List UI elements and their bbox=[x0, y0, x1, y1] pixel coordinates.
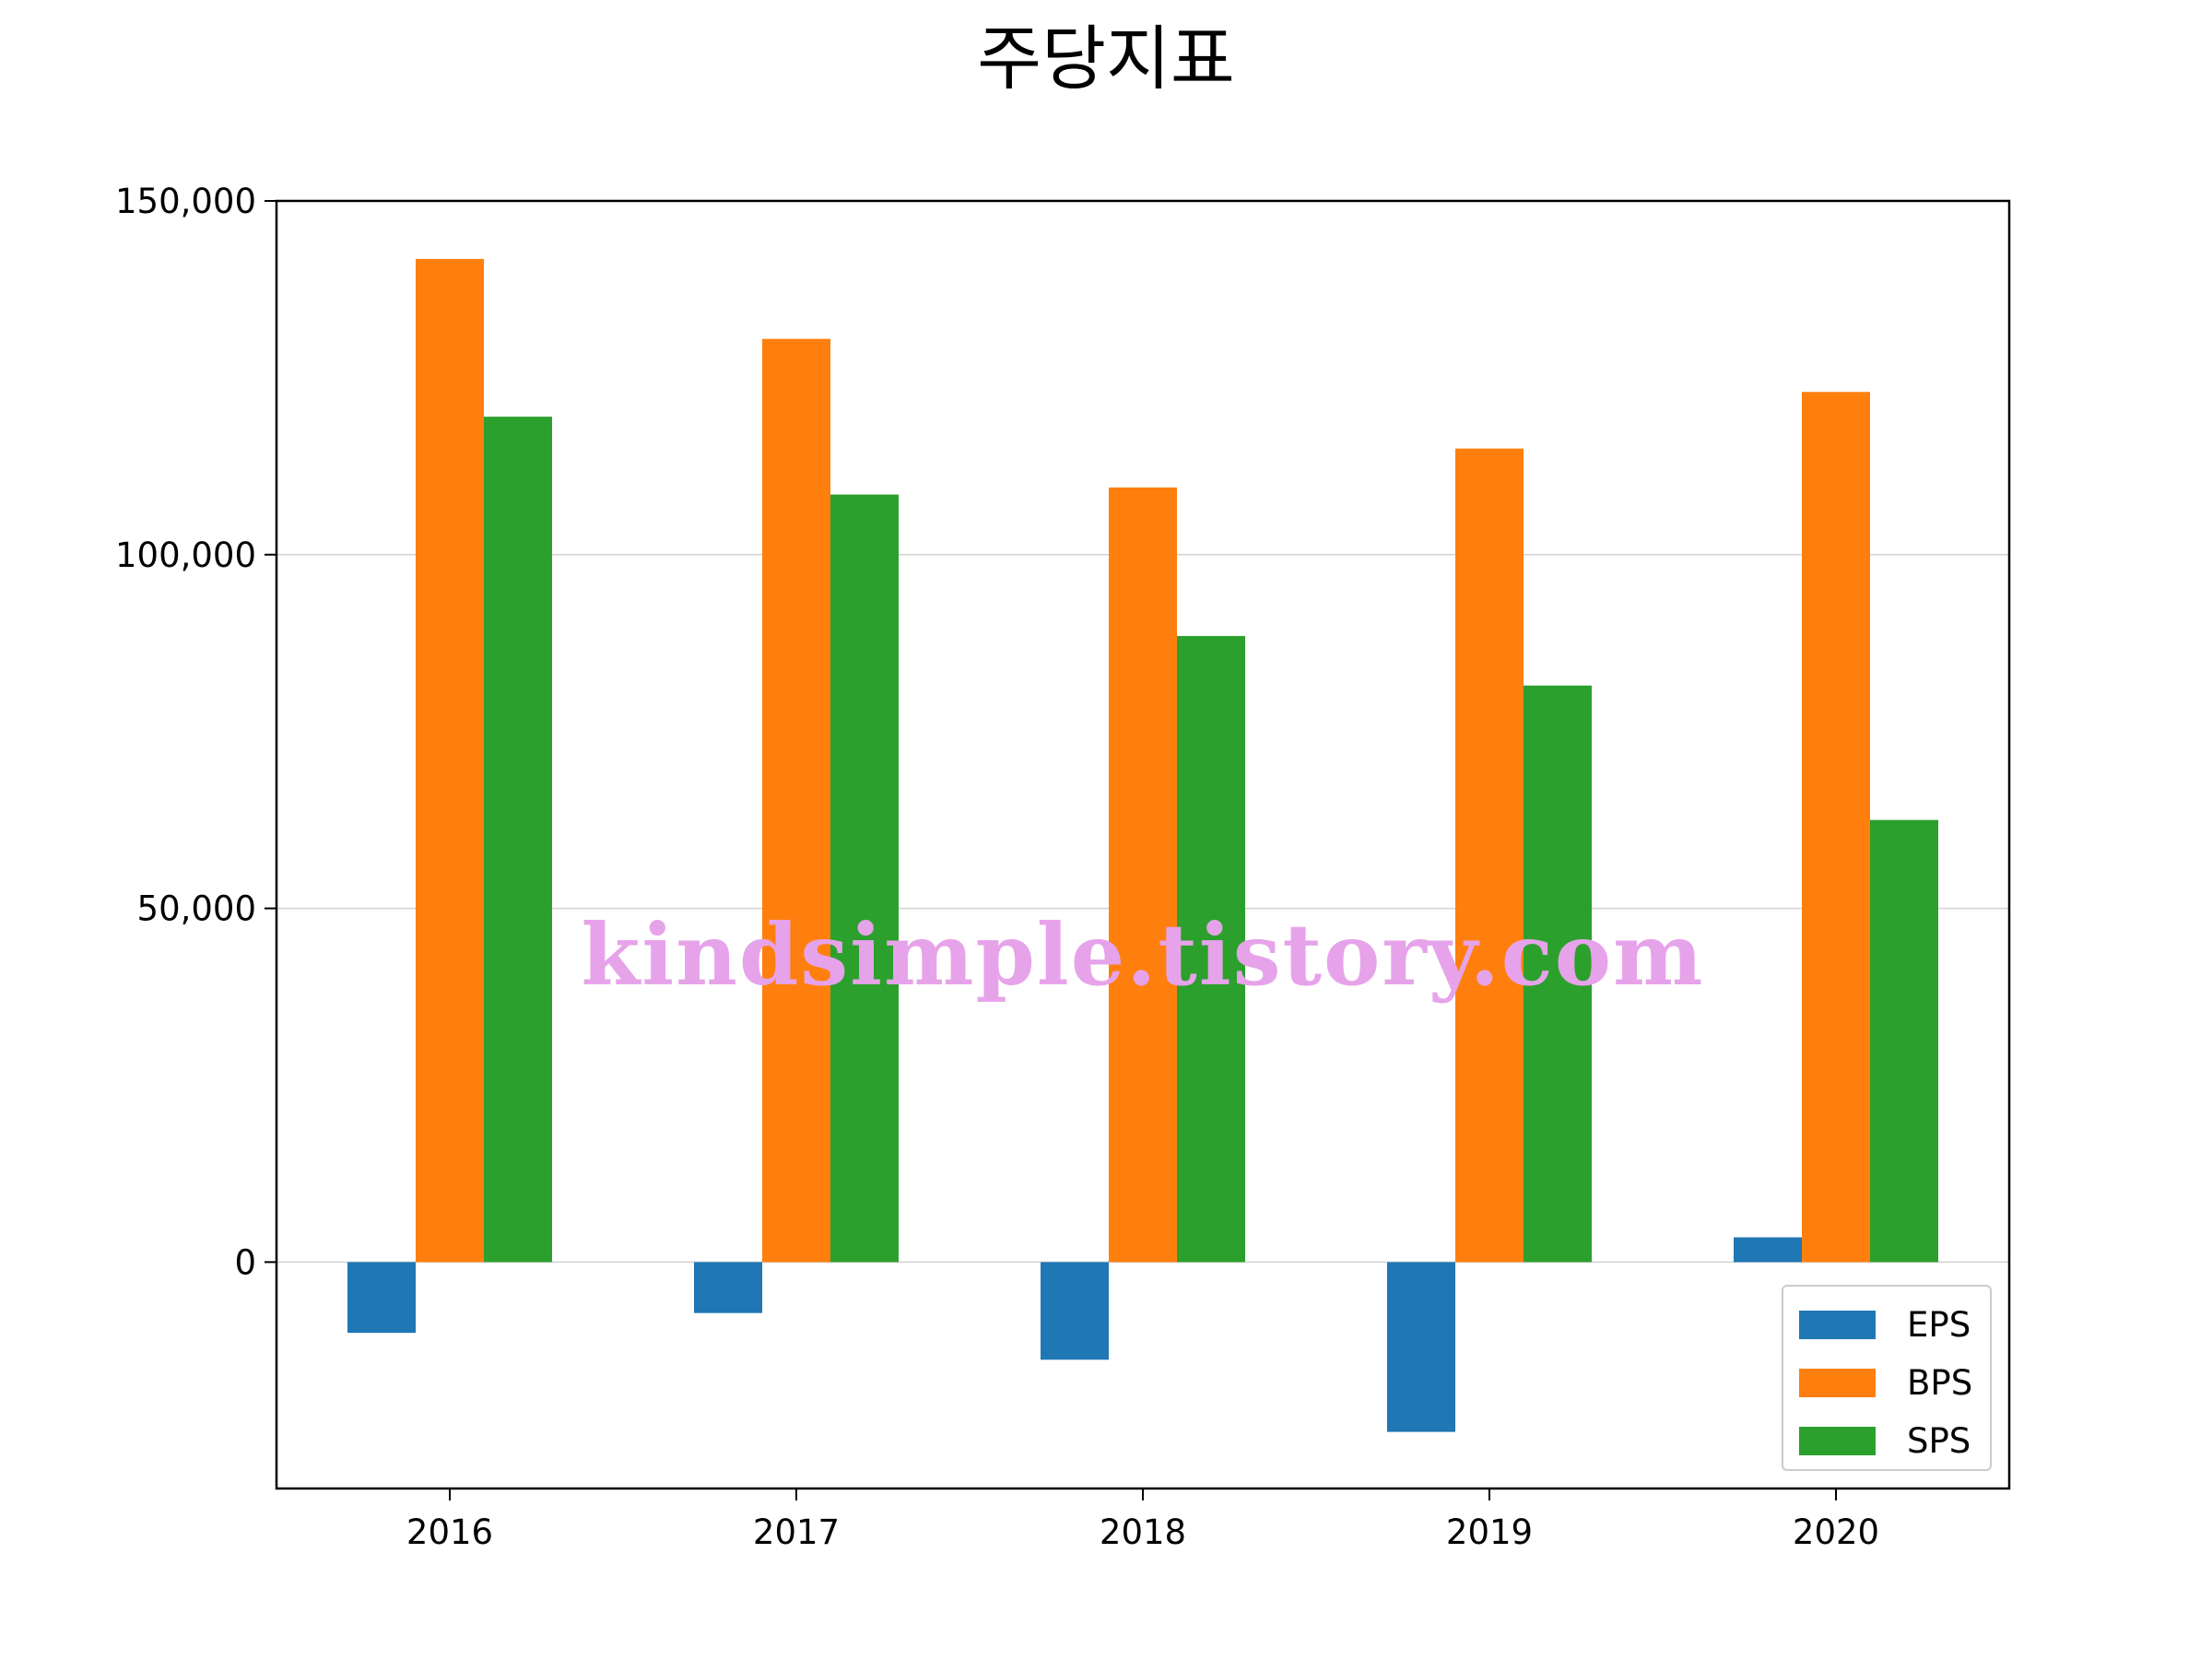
x-tick-label: 2016 bbox=[406, 1512, 493, 1552]
bars bbox=[347, 258, 1938, 1432]
y-tick-label: 150,000 bbox=[115, 182, 256, 221]
bar-eps-2019 bbox=[1387, 1262, 1455, 1432]
plot-frame bbox=[275, 199, 2011, 1490]
legend: EPS BPS SPS bbox=[1782, 1285, 1992, 1471]
legend-swatch-bps bbox=[1799, 1369, 1876, 1397]
bar-bps-2017 bbox=[762, 338, 830, 1263]
bar-eps-2018 bbox=[1041, 1262, 1109, 1360]
bar-bps-2019 bbox=[1455, 448, 1524, 1263]
bar-eps-2020 bbox=[1734, 1237, 1802, 1263]
y-tick-label: 50,000 bbox=[137, 889, 256, 929]
x-tick-label: 2018 bbox=[1100, 1512, 1186, 1552]
x-tick-label: 2020 bbox=[1793, 1512, 1879, 1552]
x-tick-label: 2017 bbox=[753, 1512, 840, 1552]
legend-swatch-eps bbox=[1799, 1311, 1876, 1339]
y-axis: 0 50,000 100,000 150,000 bbox=[115, 182, 276, 1282]
bar-sps-2020 bbox=[1870, 819, 1938, 1263]
watermark: kindsimple.tistory.com bbox=[581, 905, 1704, 1005]
bar-sps-2019 bbox=[1524, 685, 1592, 1263]
bar-bps-2020 bbox=[1802, 392, 1870, 1263]
y-tick-label: 100,000 bbox=[115, 535, 256, 575]
legend-swatch-sps bbox=[1799, 1427, 1876, 1455]
bar-sps-2016 bbox=[484, 417, 552, 1263]
bar-sps-2017 bbox=[830, 494, 899, 1263]
y-tick-label: 0 bbox=[234, 1242, 256, 1282]
bar-bps-2018 bbox=[1109, 487, 1177, 1263]
legend-label-sps: SPS bbox=[1907, 1421, 1971, 1461]
legend-label-bps: BPS bbox=[1907, 1363, 1972, 1403]
bar-eps-2016 bbox=[347, 1262, 416, 1334]
legend-label-eps: EPS bbox=[1907, 1305, 1971, 1345]
x-axis: 2016 2017 2018 2019 2020 bbox=[406, 1488, 1879, 1552]
bar-sps-2018 bbox=[1177, 636, 1245, 1263]
x-tick-label: 2019 bbox=[1446, 1512, 1533, 1552]
bar-bps-2016 bbox=[416, 258, 484, 1263]
bar-eps-2017 bbox=[694, 1262, 762, 1313]
chart-title: 주당지표 bbox=[977, 18, 1235, 100]
